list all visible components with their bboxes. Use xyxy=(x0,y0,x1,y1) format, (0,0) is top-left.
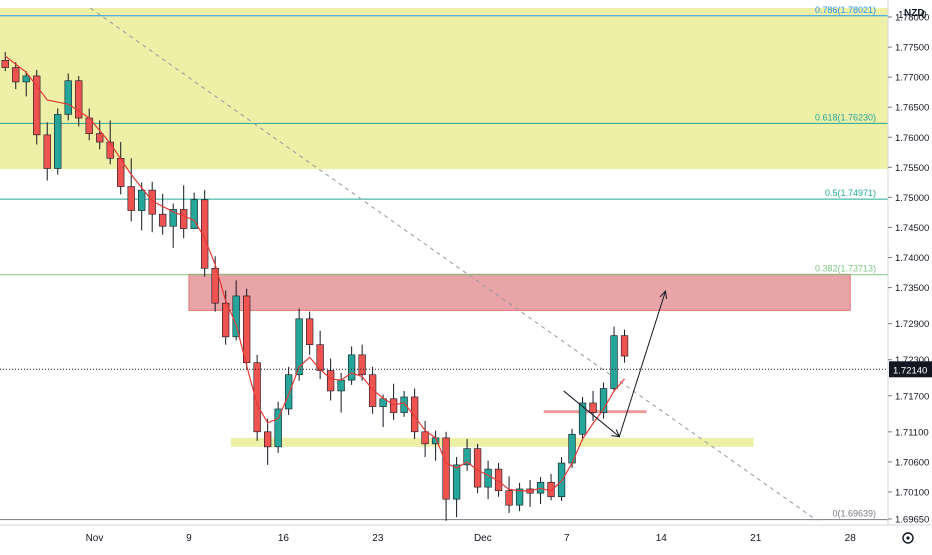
candle-body[interactable] xyxy=(107,142,114,158)
candle-body[interactable] xyxy=(516,489,523,505)
time-tick-label: 23 xyxy=(372,533,384,544)
candle-body[interactable] xyxy=(485,469,492,487)
price-tick-label: 1.75000 xyxy=(895,193,929,204)
candle-body[interactable] xyxy=(138,190,145,210)
candle-body[interactable] xyxy=(159,214,166,226)
candle-body[interactable] xyxy=(548,482,555,496)
candle-body[interactable] xyxy=(285,375,292,409)
candle-body[interactable] xyxy=(558,463,565,497)
time-tick-label: 16 xyxy=(278,533,290,544)
gear-center xyxy=(906,536,909,539)
price-tick-label: 1.70600 xyxy=(895,457,929,468)
price-tick-label: 1.73500 xyxy=(895,283,929,294)
fib-level-label-0: 0.786(1.78021) xyxy=(815,5,876,15)
candle-body[interactable] xyxy=(453,465,460,499)
candle-body[interactable] xyxy=(579,403,586,434)
supply-zone-red xyxy=(189,274,850,310)
candle-body[interactable] xyxy=(422,432,429,444)
candle-body[interactable] xyxy=(243,296,250,363)
candle-body[interactable] xyxy=(128,187,135,211)
candle-body[interactable] xyxy=(590,403,597,413)
candle-body[interactable] xyxy=(390,399,397,413)
price-tick-label: 1.78000 xyxy=(895,13,929,24)
candle-body[interactable] xyxy=(306,319,313,345)
time-tick-label: 9 xyxy=(186,533,192,544)
candle-body[interactable] xyxy=(327,371,334,391)
price-tick-label: 1.71700 xyxy=(895,391,929,402)
price-tick-label: 1.74500 xyxy=(895,223,929,234)
candle-body[interactable] xyxy=(96,134,103,142)
price-tick-label: 1.74000 xyxy=(895,253,929,264)
candle-body[interactable] xyxy=(348,355,355,380)
time-tick-label: Nov xyxy=(86,533,104,544)
price-tick-label: 1.77500 xyxy=(895,43,929,54)
candle-body[interactable] xyxy=(44,135,51,169)
candle-body[interactable] xyxy=(23,76,30,82)
price-tick-label: 1.77000 xyxy=(895,73,929,84)
candle-body[interactable] xyxy=(222,303,229,337)
price-tick-label: 1.70100 xyxy=(895,487,929,498)
time-axis-background xyxy=(0,525,932,550)
candle-body[interactable] xyxy=(338,380,345,391)
price-tick-label: 1.72900 xyxy=(895,319,929,330)
candle-body[interactable] xyxy=(401,397,408,413)
fib-level-label-2: 0.5(1.74971) xyxy=(825,188,876,198)
demand-zone-yellow xyxy=(231,438,754,447)
candle-body[interactable] xyxy=(359,355,366,375)
fib-level-label-1: 0.618(1.76230) xyxy=(815,112,876,122)
candle-body[interactable] xyxy=(506,491,513,505)
candle-body[interactable] xyxy=(264,432,271,447)
price-tick-label: 1.76000 xyxy=(895,133,929,144)
candle-body[interactable] xyxy=(443,438,450,499)
fib-level-label-3: 0.382(1.73713) xyxy=(815,264,876,274)
candle-body[interactable] xyxy=(12,68,19,82)
candle-body[interactable] xyxy=(180,209,187,228)
price-tick-label: 1.75500 xyxy=(895,163,929,174)
fib-level-label-4: 0(1.69639) xyxy=(832,509,876,519)
time-tick-label: 7 xyxy=(564,533,570,544)
current-price-label: 1.72140 xyxy=(893,365,927,376)
time-tick-label: 28 xyxy=(845,533,857,544)
time-tick-label: 21 xyxy=(750,533,762,544)
time-tick-label: Dec xyxy=(474,533,492,544)
time-tick-label: 14 xyxy=(656,533,668,544)
price-tick-label: 1.69650 xyxy=(895,514,929,525)
price-tick-label: 1.76500 xyxy=(895,103,929,114)
time-axis[interactable]: Nov 9 16 23 Dec 7 14 21 28 xyxy=(0,525,932,550)
candle-body[interactable] xyxy=(54,114,61,168)
candle-body[interactable] xyxy=(233,296,240,337)
price-tick-label: 1.71100 xyxy=(895,427,929,438)
candle-body[interactable] xyxy=(411,397,418,432)
candle-body[interactable] xyxy=(611,336,618,389)
candle-body[interactable] xyxy=(621,336,628,356)
candle-body[interactable] xyxy=(369,375,376,407)
candle-body[interactable] xyxy=(65,81,72,115)
candle-body[interactable] xyxy=(33,76,40,135)
supply-zone-upper xyxy=(0,8,888,169)
candle-body[interactable] xyxy=(2,60,9,67)
zones-layer xyxy=(0,8,888,447)
